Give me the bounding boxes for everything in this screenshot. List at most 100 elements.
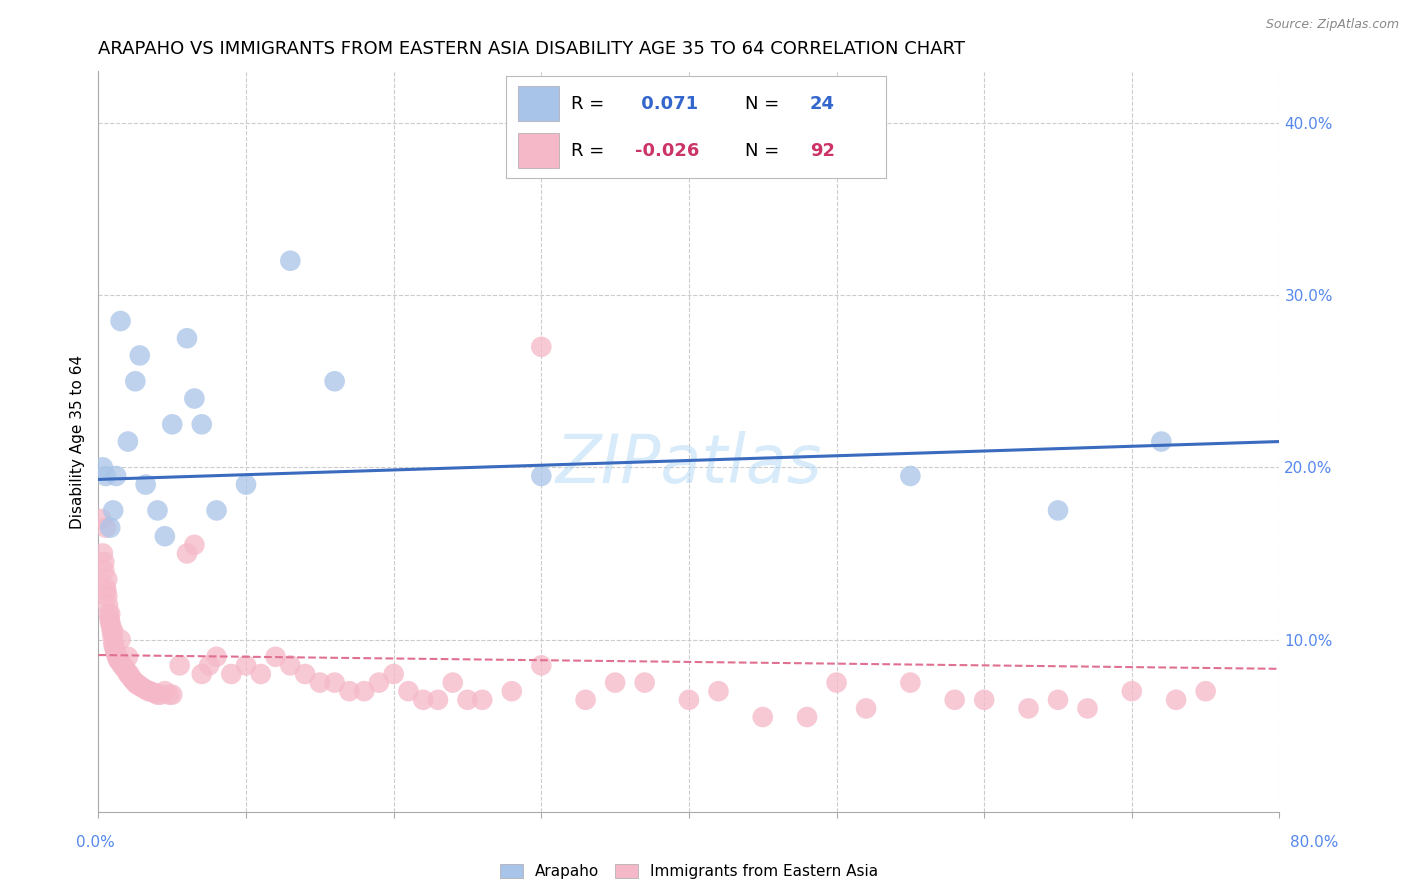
Text: -0.026: -0.026 — [636, 142, 700, 160]
Text: R =: R = — [571, 142, 605, 160]
Point — [427, 693, 450, 707]
Point — [128, 348, 150, 362]
Point — [943, 693, 966, 707]
Point — [530, 469, 553, 483]
Point — [183, 392, 205, 406]
Point — [94, 581, 117, 595]
Text: N =: N = — [745, 95, 779, 112]
Point — [176, 331, 198, 345]
Point — [117, 434, 139, 449]
Point — [98, 607, 121, 621]
Point — [530, 658, 553, 673]
Point — [103, 640, 125, 654]
Text: N =: N = — [745, 142, 779, 160]
Point — [900, 675, 922, 690]
Point — [117, 649, 139, 664]
Point — [633, 675, 655, 690]
Point — [127, 677, 149, 691]
Text: R =: R = — [571, 95, 605, 112]
Point — [107, 649, 129, 664]
Point — [125, 677, 148, 691]
Point — [110, 314, 132, 328]
Point — [149, 688, 172, 702]
Point — [96, 572, 118, 586]
Text: 80.0%: 80.0% — [1291, 836, 1339, 850]
Point — [90, 512, 112, 526]
Point — [855, 701, 877, 715]
Point — [250, 667, 273, 681]
Point — [98, 615, 121, 630]
Legend: Arapaho, Immigrants from Eastern Asia: Arapaho, Immigrants from Eastern Asia — [494, 858, 884, 886]
Point — [98, 612, 121, 626]
Point — [93, 555, 115, 569]
Point — [1150, 434, 1173, 449]
Point — [104, 644, 127, 658]
Point — [1046, 693, 1069, 707]
Point — [96, 584, 118, 599]
Point — [501, 684, 523, 698]
Point — [108, 653, 131, 667]
Bar — [517, 87, 560, 121]
Point — [456, 693, 478, 707]
Point — [396, 684, 419, 698]
Point — [146, 503, 169, 517]
Point — [412, 693, 434, 707]
Point — [132, 681, 155, 695]
Point — [98, 521, 121, 535]
Point — [1195, 684, 1218, 698]
Text: Source: ZipAtlas.com: Source: ZipAtlas.com — [1265, 18, 1399, 31]
Point — [105, 646, 128, 660]
Point — [1121, 684, 1143, 698]
Point — [441, 675, 464, 690]
Point — [198, 658, 221, 673]
Point — [120, 670, 142, 684]
Point — [574, 693, 596, 707]
Point — [707, 684, 730, 698]
Text: ARAPAHO VS IMMIGRANTS FROM EASTERN ASIA DISABILITY AGE 35 TO 64 CORRELATION CHAR: ARAPAHO VS IMMIGRANTS FROM EASTERN ASIA … — [98, 40, 966, 58]
Point — [94, 469, 117, 483]
Point — [205, 649, 228, 664]
Point — [146, 688, 169, 702]
Point — [1046, 503, 1069, 517]
Point — [205, 503, 228, 517]
Point — [97, 598, 120, 612]
Point — [100, 624, 122, 638]
Point — [100, 619, 122, 633]
Point — [191, 667, 214, 681]
Bar — [517, 133, 560, 168]
Point — [104, 641, 127, 656]
Point — [105, 649, 128, 664]
Point — [1164, 693, 1187, 707]
Y-axis label: Disability Age 35 to 64: Disability Age 35 to 64 — [70, 354, 86, 529]
Point — [135, 682, 157, 697]
Point — [103, 503, 125, 517]
Point — [169, 658, 191, 673]
Point — [110, 655, 132, 669]
Point — [323, 374, 346, 388]
Point — [323, 675, 346, 690]
Point — [124, 675, 146, 690]
Point — [111, 658, 134, 673]
Point — [101, 629, 124, 643]
Point — [103, 636, 125, 650]
Point — [121, 672, 143, 686]
Point — [235, 477, 257, 491]
Point — [278, 253, 302, 268]
Point — [94, 521, 117, 535]
Text: 24: 24 — [810, 95, 835, 112]
Point — [309, 675, 332, 690]
Point — [138, 684, 160, 698]
Point — [118, 667, 141, 681]
Point — [115, 664, 138, 678]
Point — [97, 607, 120, 621]
Point — [278, 658, 302, 673]
Point — [128, 679, 150, 693]
Point — [91, 460, 114, 475]
Point — [973, 693, 995, 707]
Text: 0.071: 0.071 — [636, 95, 699, 112]
Point — [91, 546, 114, 560]
Point — [107, 653, 129, 667]
Point — [825, 675, 848, 690]
Point — [93, 564, 115, 578]
Point — [105, 469, 128, 483]
